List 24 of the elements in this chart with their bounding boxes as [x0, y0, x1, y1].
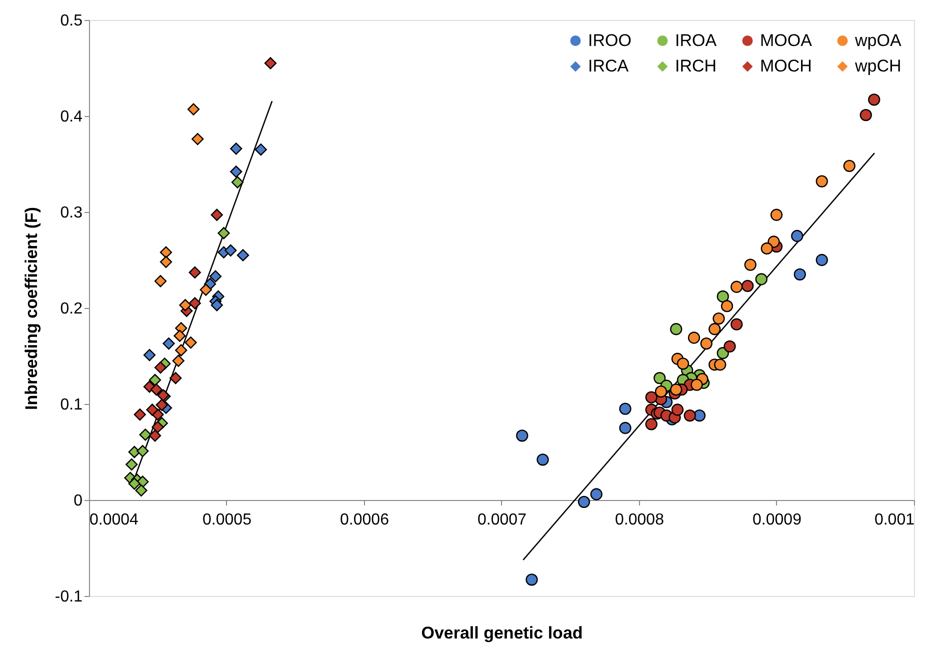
y-tick-label: 0.4 [60, 108, 83, 126]
x-tick-label: 0.0005 [202, 512, 252, 528]
x-tick-label: 0.0006 [340, 512, 390, 528]
x-tick-label: 0.0007 [478, 512, 527, 528]
legend-label: MOOA [760, 30, 813, 50]
x-tick-label: 0.0008 [615, 512, 664, 528]
legend-label: IRCH [675, 56, 717, 76]
y-tick-label: 0.5 [60, 12, 83, 30]
y-tick-label: 0 [74, 492, 83, 510]
legend-label: IROO [588, 30, 632, 50]
y-tick-label: 0.3 [60, 204, 83, 222]
y-tick-label: -0.1 [54, 588, 83, 606]
legend-label: wpCH [854, 56, 902, 76]
x-tick-label: 0.0004 [90, 512, 139, 528]
x-tick-label: 0.0009 [752, 512, 802, 528]
x-tick-label: 0.001 [874, 512, 915, 528]
legend-label: MOCH [760, 56, 812, 76]
legend-label: IRCA [588, 56, 630, 76]
legend-label: wpOA [854, 30, 902, 50]
y-axis-title: Inbreeding coefficient (F) [22, 206, 41, 410]
x-axis-title: Overall genetic load [421, 624, 583, 642]
legend-label: IROA [675, 30, 718, 50]
y-tick-label: 0.1 [60, 396, 83, 414]
y-tick-label: 0.2 [60, 300, 83, 318]
